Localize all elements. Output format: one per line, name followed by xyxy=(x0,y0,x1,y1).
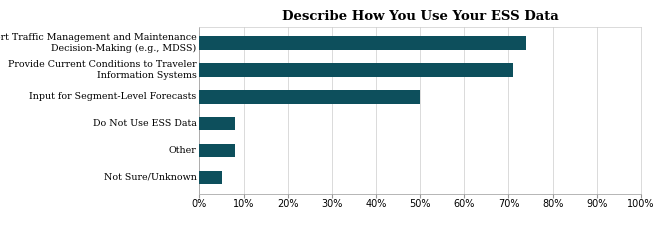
Bar xyxy=(199,36,526,50)
Bar xyxy=(199,63,513,77)
Bar xyxy=(199,90,420,104)
Title: Describe How You Use Your ESS Data: Describe How You Use Your ESS Data xyxy=(282,10,559,23)
Bar xyxy=(199,171,222,184)
Bar xyxy=(199,117,235,130)
Bar xyxy=(199,144,235,157)
